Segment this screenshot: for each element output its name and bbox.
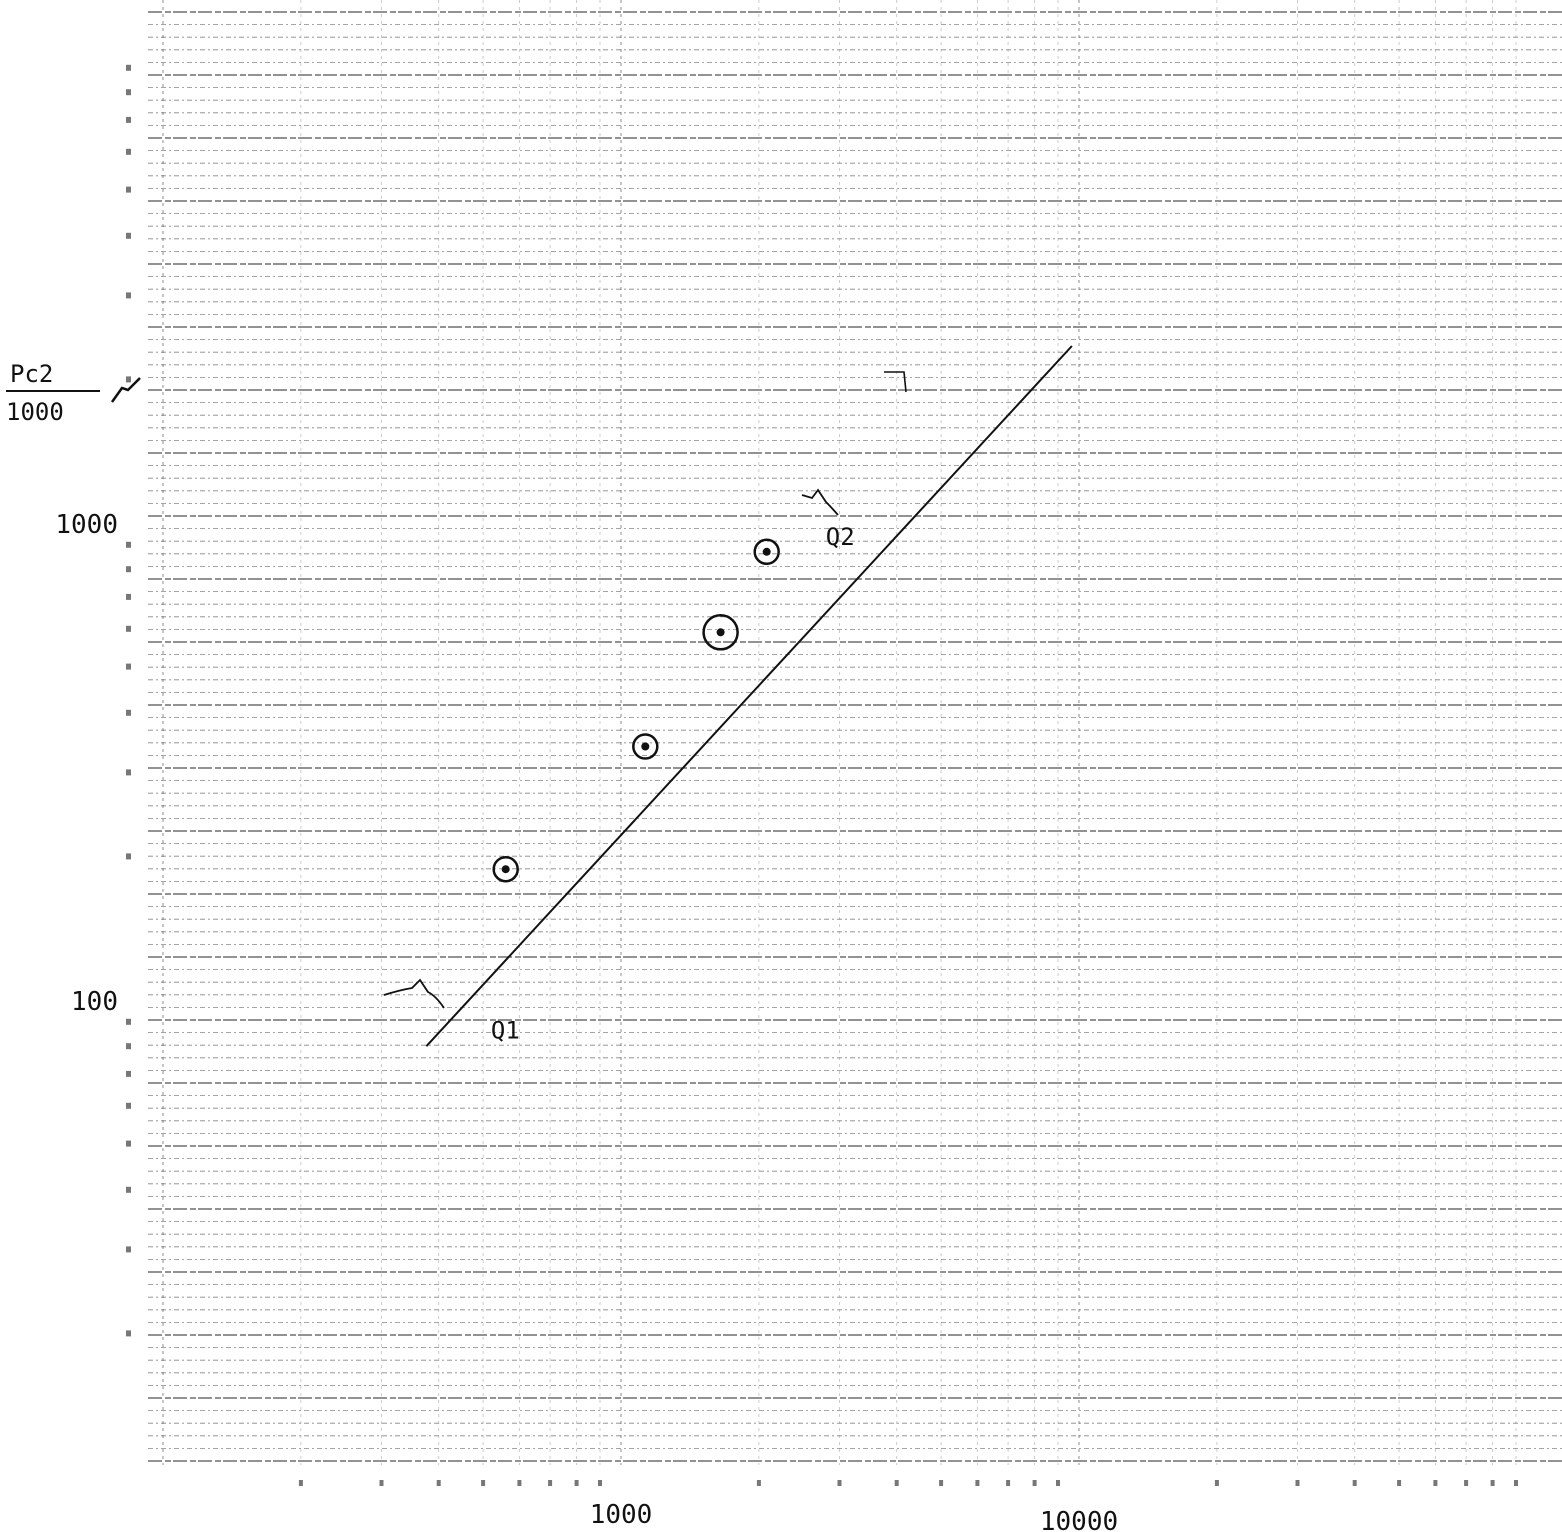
y-minor-tick bbox=[126, 593, 131, 600]
y-minor-tick bbox=[126, 186, 131, 193]
y-minor-tick bbox=[126, 1246, 131, 1253]
x-minor-tick bbox=[1464, 1480, 1469, 1486]
y-minor-tick bbox=[126, 232, 131, 239]
x-minor-tick bbox=[1056, 1480, 1060, 1486]
data-point-circle bbox=[702, 614, 739, 651]
series-annotation-label: Q1 bbox=[491, 1017, 520, 1045]
y-minor-tick bbox=[126, 853, 131, 860]
x-minor-tick bbox=[548, 1480, 553, 1486]
x-minor-tick bbox=[481, 1480, 486, 1486]
y-minor-tick bbox=[126, 1018, 131, 1025]
y-minor-tick bbox=[126, 566, 131, 573]
y-minor-tick bbox=[126, 769, 131, 776]
x-minor-tick bbox=[1214, 1480, 1219, 1486]
x-minor-tick bbox=[1397, 1480, 1402, 1486]
x-minor-tick bbox=[756, 1480, 761, 1486]
x-minor-tick bbox=[837, 1480, 842, 1486]
series-annotation-label: Q2 bbox=[826, 523, 855, 551]
vertical-grid-lines bbox=[162, 0, 1517, 1465]
annotations: Q1 Q2 bbox=[383, 371, 907, 1045]
y-axis-label-denominator: 1000 bbox=[6, 398, 64, 426]
x-minor-tick bbox=[1295, 1480, 1300, 1486]
y-minor-tick bbox=[126, 89, 131, 96]
x-minor-tick bbox=[939, 1480, 944, 1486]
y-axis-label-pointer bbox=[110, 377, 141, 403]
x-minor-tick bbox=[1006, 1480, 1011, 1486]
data-point-circle bbox=[753, 538, 780, 566]
y-minor-tick bbox=[126, 376, 131, 383]
x-minor-tick bbox=[1490, 1480, 1495, 1486]
data-point-circle bbox=[492, 855, 519, 883]
x-minor-tick bbox=[574, 1480, 579, 1486]
x-minor-tick bbox=[598, 1480, 602, 1486]
series-line bbox=[425, 345, 1073, 1047]
x-tick-label: 10000 bbox=[1040, 1507, 1118, 1532]
y-minor-tick bbox=[126, 1043, 131, 1050]
y-minor-tick bbox=[126, 709, 131, 716]
y-minor-tick bbox=[126, 663, 131, 670]
axis-minor-ticks bbox=[126, 64, 1518, 1486]
horizontal-grid-lines bbox=[148, 11, 1562, 1462]
y-minor-tick bbox=[126, 116, 131, 123]
x-minor-tick bbox=[1433, 1480, 1438, 1486]
y-tick-label: 1000 bbox=[55, 510, 118, 540]
q1-leader-squiggle bbox=[383, 978, 445, 1009]
x-minor-tick bbox=[436, 1480, 441, 1486]
y-minor-tick bbox=[126, 1330, 131, 1337]
x-minor-tick bbox=[1352, 1480, 1357, 1486]
x-minor-tick bbox=[1514, 1480, 1518, 1486]
y-minor-tick bbox=[126, 148, 131, 155]
y-minor-tick bbox=[126, 541, 131, 548]
data-point bbox=[762, 547, 771, 556]
y-axis-label-numerator: Pc2 bbox=[10, 360, 53, 388]
chart-labels: Pc2 1000 1000 10000 1000 100 bbox=[6, 360, 1118, 1532]
y-minor-tick bbox=[126, 625, 131, 632]
y-minor-tick bbox=[126, 64, 131, 71]
data-lines bbox=[425, 345, 1073, 1047]
y-minor-tick bbox=[126, 1070, 131, 1077]
x-minor-tick bbox=[517, 1480, 522, 1486]
x-minor-tick bbox=[379, 1480, 384, 1486]
q2-leader-squiggle bbox=[801, 488, 839, 516]
y-minor-tick bbox=[126, 1102, 131, 1109]
y-minor-tick bbox=[126, 292, 131, 299]
data-point-circle bbox=[632, 733, 659, 760]
data-point bbox=[641, 742, 650, 751]
data-point bbox=[501, 865, 510, 874]
x-minor-tick bbox=[1032, 1480, 1037, 1486]
upper-line-mark bbox=[884, 371, 907, 393]
y-tick-label: 100 bbox=[71, 987, 118, 1017]
x-minor-tick bbox=[298, 1480, 303, 1486]
x-minor-tick bbox=[894, 1480, 899, 1486]
y-minor-tick bbox=[126, 1140, 131, 1147]
data-point bbox=[716, 628, 725, 637]
x-minor-tick bbox=[975, 1480, 980, 1486]
data-points bbox=[492, 538, 780, 883]
x-tick-label: 1000 bbox=[590, 1500, 653, 1530]
y-minor-tick bbox=[126, 1186, 131, 1193]
